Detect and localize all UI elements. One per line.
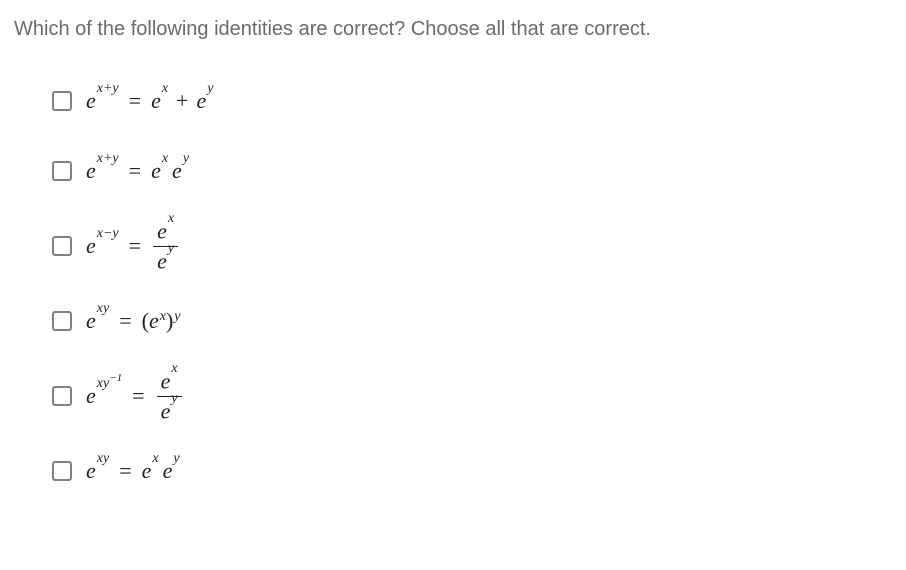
formula: exy = exey: [86, 449, 180, 493]
option-row: exy−1 = ex ey: [52, 369, 892, 423]
formula: ex+y = ex + ey: [86, 79, 213, 123]
option-row: exy = (ex)y: [52, 299, 892, 343]
formula: exy = (ex)y: [86, 299, 180, 343]
options-container: ex+y = ex + ey ex+y = exey ex−y = ex ey: [14, 79, 892, 493]
checkbox[interactable]: [52, 386, 72, 406]
checkbox[interactable]: [52, 461, 72, 481]
fraction: ex ey: [153, 219, 178, 273]
option-row: ex+y = ex + ey: [52, 79, 892, 123]
formula: ex+y = exey: [86, 149, 189, 193]
option-row: exy = exey: [52, 449, 892, 493]
checkbox[interactable]: [52, 161, 72, 181]
option-row: ex+y = exey: [52, 149, 892, 193]
option-row: ex−y = ex ey: [52, 219, 892, 273]
fraction: ex ey: [157, 369, 182, 423]
formula: ex−y = ex ey: [86, 219, 180, 273]
question-text: Which of the following identities are co…: [14, 18, 892, 41]
formula: exy−1 = ex ey: [86, 369, 184, 423]
checkbox[interactable]: [52, 91, 72, 111]
checkbox[interactable]: [52, 311, 72, 331]
checkbox[interactable]: [52, 236, 72, 256]
